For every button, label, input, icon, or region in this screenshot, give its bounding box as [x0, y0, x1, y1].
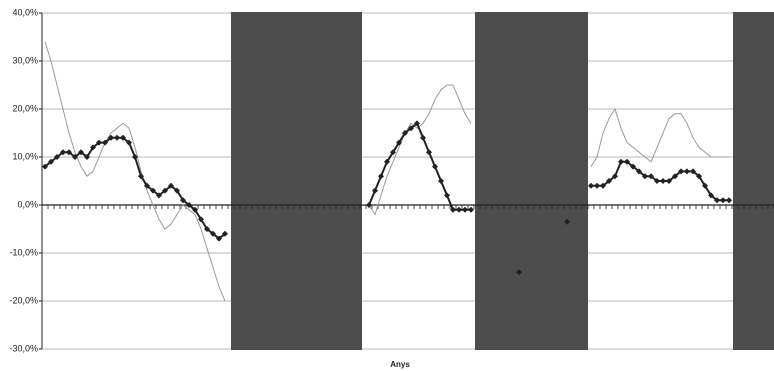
data-point	[120, 134, 126, 141]
data-point	[450, 206, 456, 213]
data-point	[402, 130, 408, 136]
data-point	[150, 187, 156, 194]
data-point	[48, 158, 54, 165]
data-point	[162, 187, 168, 194]
data-point	[726, 197, 732, 204]
data-point	[588, 182, 594, 189]
y-tick-label: 0,0%	[17, 199, 38, 209]
data-point	[102, 139, 108, 146]
shaded-periods	[231, 12, 774, 350]
data-point	[468, 206, 474, 213]
data-point	[156, 192, 162, 199]
data-point	[180, 197, 186, 204]
y-tick-label: 10,0%	[12, 151, 38, 161]
data-point	[672, 173, 678, 180]
data-point	[594, 182, 600, 189]
data-point	[144, 182, 150, 189]
data-point	[216, 235, 222, 242]
data-point	[684, 168, 690, 175]
data-point	[114, 134, 120, 141]
data-point	[378, 173, 384, 180]
data-point	[564, 218, 570, 225]
data-point	[606, 178, 612, 184]
data-point	[84, 154, 90, 160]
data-point	[432, 163, 438, 170]
y-tick-label: -20,0%	[9, 295, 38, 305]
data-point	[624, 158, 630, 165]
y-tick-label: -30,0%	[9, 343, 38, 353]
data-point	[444, 192, 450, 199]
data-point	[702, 182, 708, 189]
data-point	[66, 149, 72, 156]
data-point	[618, 158, 624, 165]
data-point	[174, 187, 180, 194]
y-tick-label: 20,0%	[12, 103, 38, 113]
data-point	[666, 178, 672, 184]
data-point	[132, 154, 138, 160]
series-line	[44, 41, 729, 302]
shaded-period	[733, 12, 774, 350]
data-point	[372, 187, 378, 194]
data-point	[384, 158, 390, 165]
data-point	[696, 173, 702, 180]
data-point	[678, 168, 684, 175]
data-point	[210, 230, 216, 237]
data-point	[690, 168, 696, 175]
data-point	[420, 134, 426, 141]
data-point	[96, 139, 102, 146]
data-point	[660, 178, 666, 184]
x-axis-label: Anys	[390, 360, 410, 369]
data-point	[438, 178, 444, 184]
data-point	[72, 154, 78, 160]
data-point	[516, 269, 522, 276]
y-tick-label: 40,0%	[12, 7, 38, 17]
data-point	[600, 182, 606, 189]
data-point	[126, 139, 132, 146]
data-point	[636, 168, 642, 175]
data-point	[60, 149, 66, 156]
data-point	[54, 154, 60, 160]
data-point	[204, 226, 210, 232]
data-point	[462, 206, 468, 213]
shaded-period	[475, 12, 588, 350]
data-point	[222, 230, 228, 237]
data-point	[426, 149, 432, 156]
shaded-period	[231, 12, 362, 350]
data-point	[630, 163, 636, 170]
data-point	[414, 120, 420, 127]
data-point	[390, 149, 396, 156]
data-point	[642, 173, 648, 180]
data-point	[366, 202, 372, 208]
data-point	[720, 197, 726, 204]
data-point	[198, 216, 204, 223]
data-point	[654, 178, 660, 184]
data-point	[90, 144, 96, 151]
data-point	[456, 206, 462, 213]
data-point	[714, 197, 720, 204]
data-point	[612, 173, 618, 180]
data-point	[408, 125, 414, 132]
y-tick-label: 30,0%	[12, 55, 38, 65]
data-point	[648, 173, 654, 180]
y-tick-label: -10,0%	[9, 247, 38, 257]
data-point	[42, 163, 48, 170]
data-point	[138, 173, 144, 180]
data-point	[192, 206, 198, 213]
data-point	[168, 182, 174, 189]
data-point	[396, 139, 402, 146]
data-point	[186, 202, 192, 208]
data-point	[78, 149, 84, 156]
data-point	[108, 134, 114, 141]
data-point	[708, 192, 714, 199]
